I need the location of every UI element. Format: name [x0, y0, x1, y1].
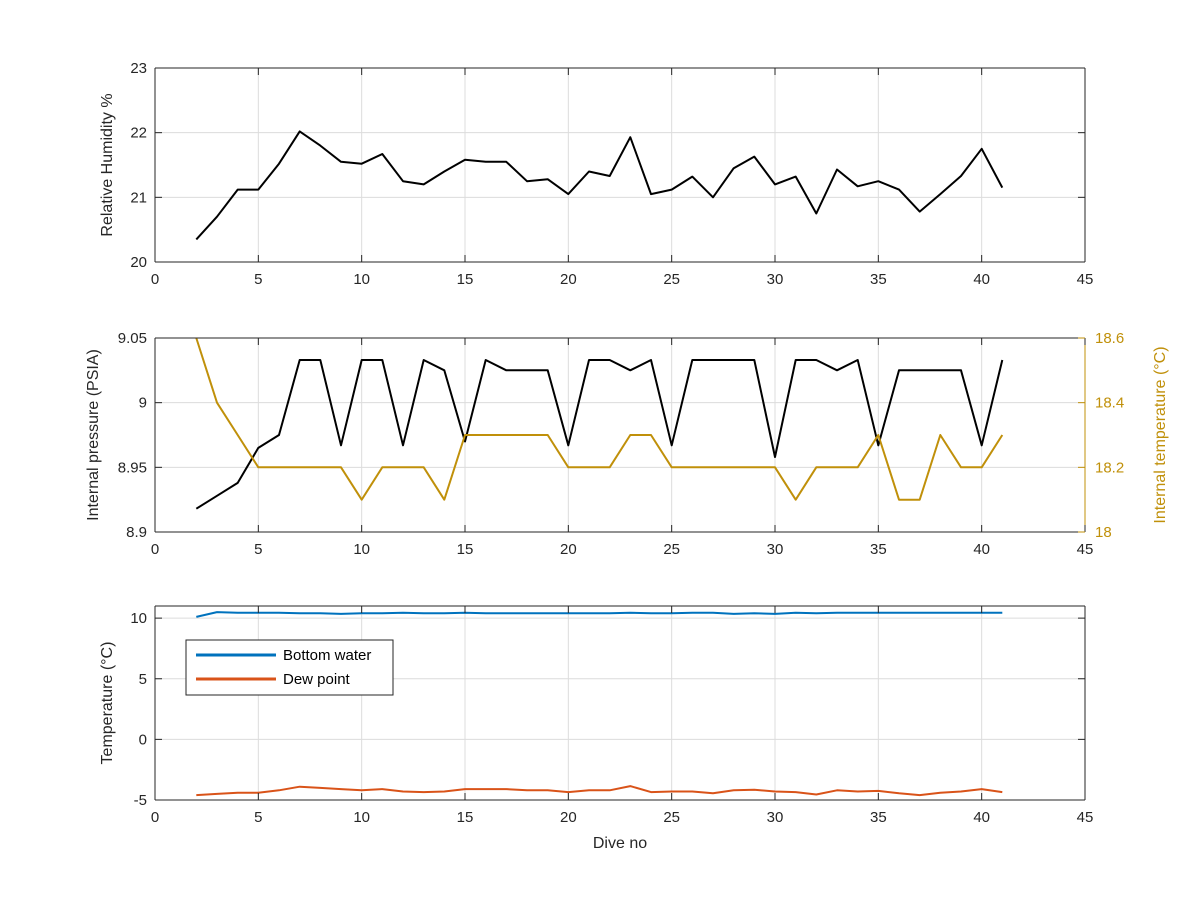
legend-label-0: Bottom water [283, 647, 371, 664]
x-tick-label: 20 [560, 271, 577, 288]
legend-label-1: Dew point [283, 671, 351, 688]
series-line-0 [195, 130, 1004, 241]
panel-relative-humidity: 0 5 10 15 20 25 30 35 40 45 20 21 22 23 Relative Humid… [99, 60, 1093, 288]
y-tick-label: 9 [139, 395, 147, 412]
x-tick-label: 30 [767, 271, 784, 288]
y-axis-label: Relative Humidity % [99, 93, 116, 236]
y-tick-label: 9.05 [118, 330, 147, 347]
y-tick-label: 21 [130, 189, 147, 206]
series-line-1 [196, 785, 1003, 797]
y-tick-label: -5 [134, 792, 147, 809]
x-tick-label: 25 [663, 809, 680, 826]
x-tick-label: 35 [870, 809, 887, 826]
series-line-0 [196, 611, 1003, 618]
x-tick-label: 30 [767, 541, 784, 558]
x-tick-label: 40 [973, 271, 990, 288]
x-tick-label: 40 [973, 809, 990, 826]
y-axis-label: Internal pressure (PSIA) [85, 349, 102, 521]
x-tick-label: 10 [353, 271, 370, 288]
plot-area [155, 606, 1085, 800]
x-tick-label: 5 [254, 809, 262, 826]
y-tick-label: 20 [130, 254, 147, 271]
legend: Bottom water Dew point [185, 639, 394, 696]
plot-area [155, 338, 1085, 532]
x-tick-label: 10 [353, 541, 370, 558]
series-line-0 [195, 359, 1004, 510]
x-axis-label: Dive no [593, 835, 647, 852]
x-tick-label: 20 [560, 809, 577, 826]
x-tick-label: 30 [767, 809, 784, 826]
x-tick-label: 10 [353, 809, 370, 826]
y-tick-label: 8.95 [118, 459, 147, 476]
x-tick-label: 0 [151, 809, 159, 826]
x-tick-label: 5 [254, 271, 262, 288]
legend-box [185, 639, 394, 696]
x-tick-label: 0 [151, 541, 159, 558]
x-tick-label: 25 [663, 541, 680, 558]
x-tick-label: 35 [870, 271, 887, 288]
x-tick-label: 20 [560, 541, 577, 558]
y-tick-label: 22 [130, 125, 147, 142]
x-tick-label: 45 [1077, 809, 1094, 826]
x-tick-label: 15 [457, 809, 474, 826]
x-tick-label: 45 [1077, 271, 1094, 288]
y-tick-label: 8.9 [126, 524, 147, 541]
y-tick-label: 5 [139, 671, 147, 688]
y-tick-label: 23 [130, 60, 147, 77]
y2-tick-label: 18.2 [1095, 459, 1124, 476]
x-tick-label: 0 [151, 271, 159, 288]
panel-internal-pressure: 0 5 10 15 20 25 30 35 40 45 8.9 8.95 9 9.05 18 18.2 18.4… [85, 330, 1169, 558]
x-tick-label: 35 [870, 541, 887, 558]
plot-area [155, 68, 1085, 262]
x-tick-label: 45 [1077, 541, 1094, 558]
x-tick-label: 15 [457, 541, 474, 558]
series-line-1 [195, 337, 1004, 501]
y2-tick-label: 18 [1095, 524, 1112, 541]
y2-tick-label: 18.6 [1095, 330, 1124, 347]
x-tick-label: 25 [663, 271, 680, 288]
y-tick-label: 0 [139, 731, 147, 748]
x-tick-label: 5 [254, 541, 262, 558]
x-tick-label: 15 [457, 271, 474, 288]
y-axis-label: Temperature (°C) [99, 642, 116, 765]
x-tick-label: 40 [973, 541, 990, 558]
y-tick-label: 10 [130, 610, 147, 627]
y2-axis-label: Internal temperature (°C) [1152, 346, 1169, 523]
y2-tick-label: 18.4 [1095, 395, 1124, 412]
